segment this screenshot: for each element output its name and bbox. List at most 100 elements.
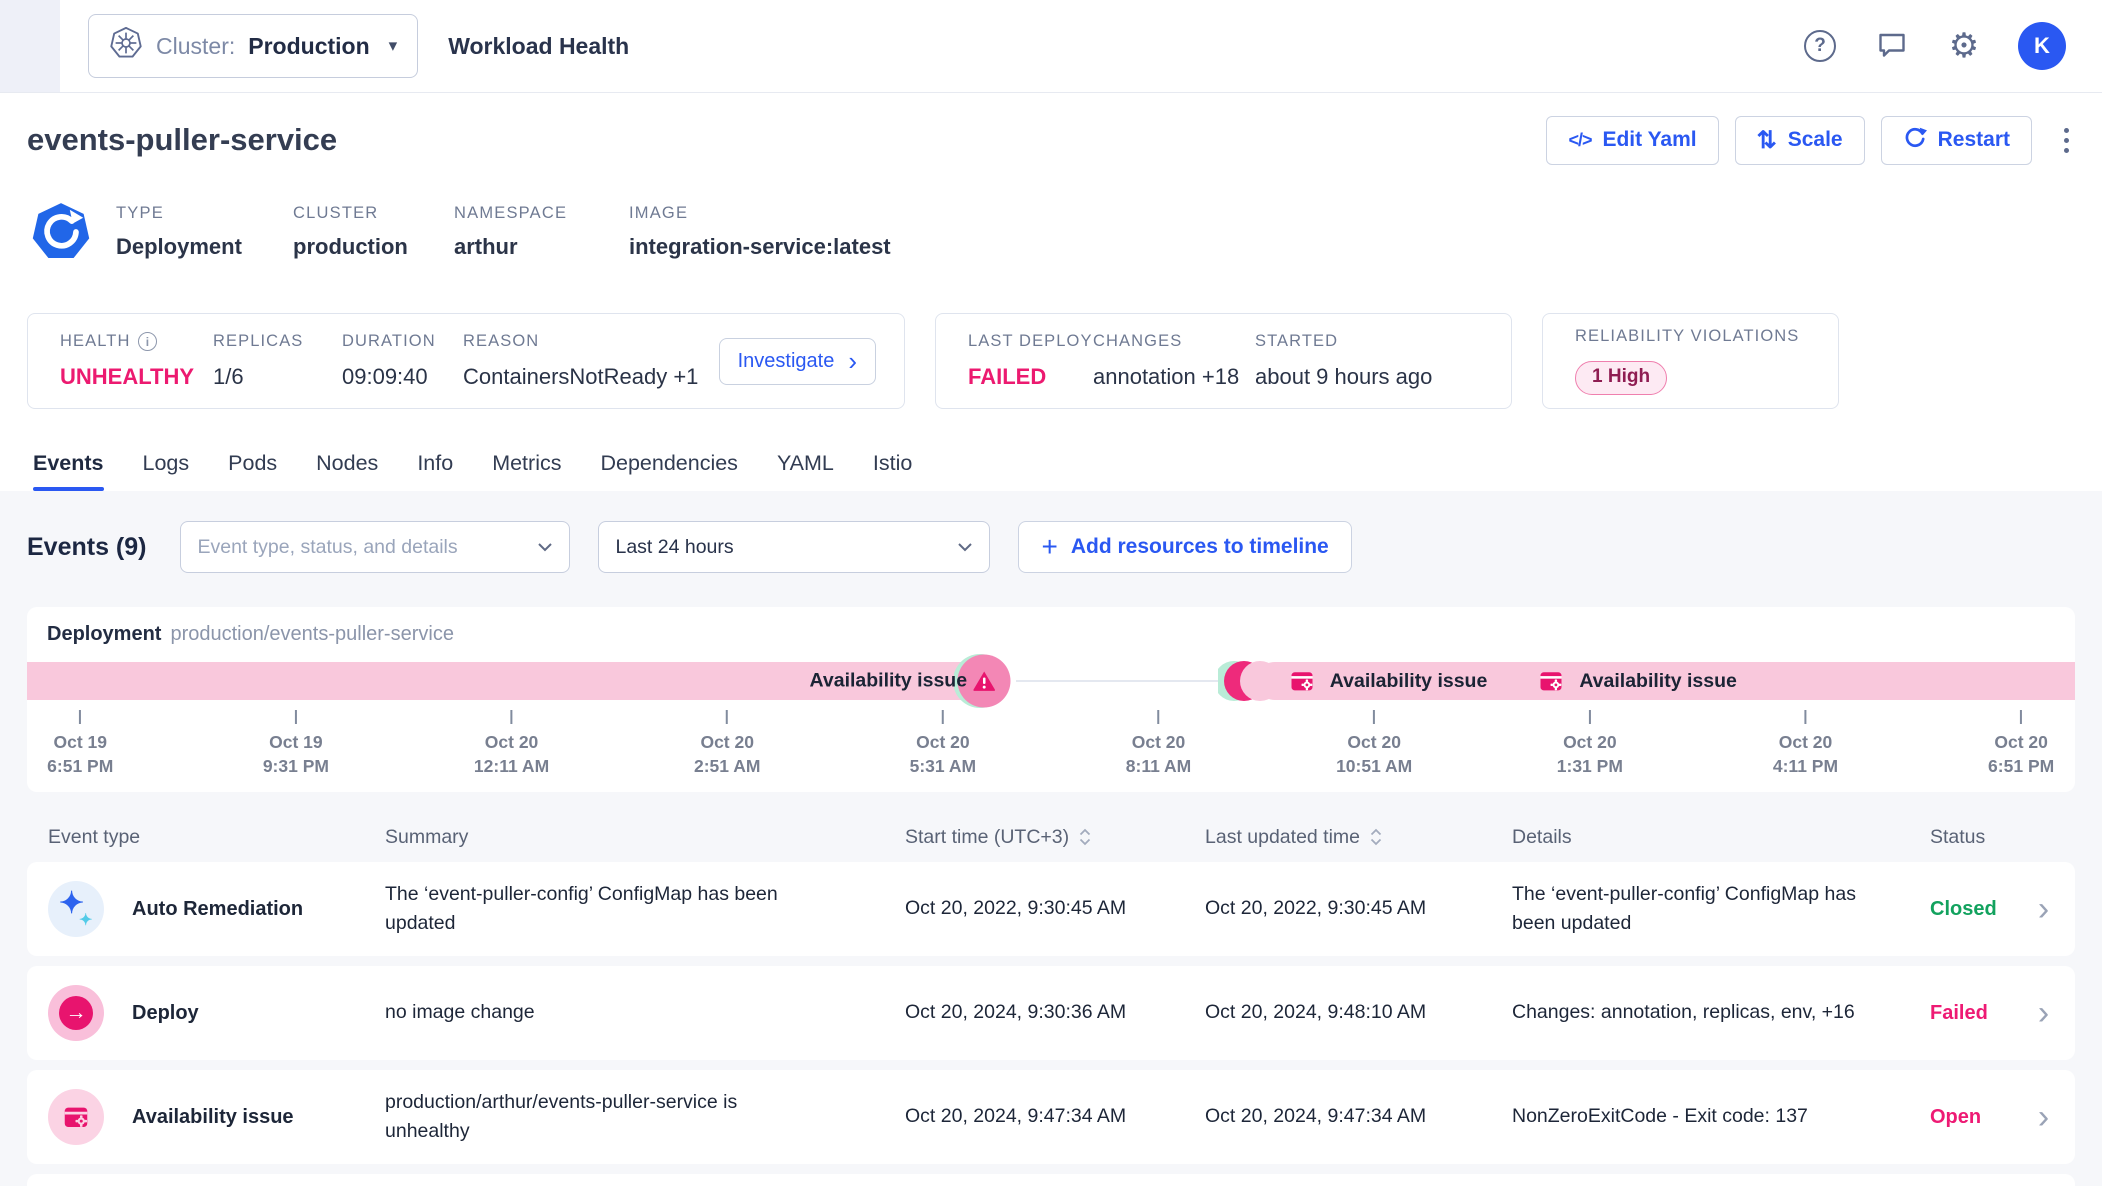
timeline-resource-type: Deployment [47,623,162,645]
type-label: TYPE [116,204,164,222]
workload-header: events-puller-service </> Edit Yaml ⇅ Sc… [27,111,2075,169]
timeline-axis: Oct 19 6:51 PM Oct 19 9:31 PM Oct 20 12:11 … [27,710,2075,782]
table-row-deploy[interactable]: → Deploy no image change Oct 20, 2024, 9… [27,966,2075,1060]
summary-cell: The ‘event-puller-config’ ConfigMap has … [385,882,778,934]
table-row-availability-issue[interactable]: Availability issue production/arthur/eve… [27,1070,2075,1164]
events-panel: Events (9) Event type, status, and detai… [0,491,2102,1190]
gear-icon[interactable]: ⚙ [1948,27,1980,65]
auto-remediation-icon: ✦ ✦ [48,881,104,937]
timeline-card: Deployment production/events-puller-serv… [27,607,2075,792]
chevron-down-icon: ▾ [388,36,398,55]
start-time-cell: Oct 20, 2024, 9:30:36 AM [905,1001,1127,1024]
event-cluster-marker[interactable] [1213,657,1280,705]
page-title: events-puller-service [27,122,338,157]
plus-icon: + [1041,531,1058,562]
more-actions-kebab-icon[interactable] [2058,122,2075,159]
summary-cell: no image change [385,1001,535,1024]
image-label: IMAGE [629,204,689,222]
tab-logs[interactable]: Logs [142,451,190,475]
table-row-partial[interactable] [27,1174,2075,1190]
last-deploy-status: FAILED [968,364,1047,389]
last-deploy-card: LAST DEPLOY FAILED CHANGES annotation +1… [935,313,1512,409]
time-range-select[interactable]: Last 24 hours [598,521,991,573]
header-last-updated[interactable]: Last updated time [1189,826,1496,849]
tab-pods[interactable]: Pods [228,451,278,475]
tab-metrics[interactable]: Metrics [492,451,562,475]
sort-icon [1370,828,1382,846]
last-updated-cell: Oct 20, 2024, 9:47:34 AM [1205,1105,1427,1128]
details-cell: NonZeroExitCode - Exit code: 137 [1512,1105,1808,1128]
event-filter-select[interactable]: Event type, status, and details [180,521,571,573]
start-time-cell: Oct 20, 2024, 9:47:34 AM [905,1105,1127,1128]
tab-istio[interactable]: Istio [872,451,913,475]
investigate-button[interactable]: Investigate › [718,337,876,385]
reliability-violation-badge[interactable]: 1 High [1575,361,1668,395]
cluster-selector[interactable]: Cluster: Production ▾ [88,14,419,78]
namespace-label: NAMESPACE [454,204,568,222]
changes-value: annotation +18 [1093,364,1240,389]
availability-issue-label: Availability issue [1579,669,1737,692]
timeline-connector-line [1016,680,1242,682]
header-event-type: Event type [48,825,141,848]
duration-value: 09:09:40 [342,364,428,389]
details-cell: Changes: annotation, replicas, env, +16 [1512,1001,1855,1024]
header-start-time[interactable]: Start time (UTC+3) [889,826,1189,849]
timeline-resource-path: production/events-puller-service [170,623,454,645]
resource-meta: TYPE Deployment CLUSTER production NAMES… [30,201,2102,263]
deployment-icon [30,201,92,263]
health-card: HEALTH i UNHEALTHY REPLICAS 1/6 DURATION … [27,313,905,409]
table-row-auto-remediation[interactable]: ✦ ✦ Auto Remediation The ‘event-puller-co… [27,862,2075,956]
replicas-value: 1/6 [213,364,244,389]
last-updated-cell: Oct 20, 2024, 9:48:10 AM [1205,1001,1427,1024]
availability-issue-label: Availability issue [1329,669,1488,692]
details-cell: The ‘event-puller-config’ ConfigMap has … [1512,882,1856,934]
chevron-right-icon[interactable]: › [2037,1097,2050,1136]
axis-tick: Oct 20 6:51 PM [1988,710,2054,778]
status-cards: HEALTH i UNHEALTHY REPLICAS 1/6 DURATION … [27,313,2075,409]
cluster-value: Production [248,32,370,59]
health-status: UNHEALTHY [60,364,195,389]
chevron-down-icon [538,543,553,552]
tab-nodes[interactable]: Nodes [316,451,379,475]
add-resources-button[interactable]: + Add resources to timeline [1018,521,1352,573]
availability-issue-span[interactable] [27,662,1008,700]
reliability-card: RELIABILITY VIOLATIONS 1 High [1542,313,1839,409]
scale-arrows-icon: ⇅ [1756,126,1777,154]
scale-button[interactable]: ⇅ Scale [1734,115,1865,165]
reason-value: ContainersNotReady +1 [463,364,699,389]
avatar[interactable]: K [2018,22,2066,70]
availability-issue-icon [1537,667,1565,695]
tab-yaml[interactable]: YAML [776,451,834,475]
axis-tick: Oct 20 1:31 PM [1557,710,1623,778]
timeline-track: Availability issue [27,654,2075,708]
page-section-title: Workload Health [448,32,630,59]
edit-yaml-button[interactable]: </> Edit Yaml [1546,115,1719,165]
axis-tick: Oct 19 9:31 PM [263,710,329,778]
header-details: Details [1512,825,1572,848]
axis-tick: Oct 20 10:51 AM [1336,710,1412,778]
start-time-cell: Oct 20, 2022, 9:30:45 AM [905,897,1127,920]
chevron-right-icon[interactable]: › [2037,889,2050,928]
image-value: integration-service:latest [629,234,891,259]
axis-tick: Oct 20 5:31 AM [910,710,976,778]
availability-issue-span[interactable]: Availability issue Availability issue [1255,662,2075,700]
restart-button[interactable]: Restart [1880,115,2032,165]
namespace-value: arthur [454,234,518,259]
help-icon[interactable]: ? [1802,28,1838,64]
status-badge: Closed [1930,897,1997,920]
tab-events[interactable]: Events [33,451,104,491]
started-value: about 9 hours ago [1255,364,1433,389]
availability-issue-icon [48,1089,104,1145]
info-icon[interactable]: i [138,332,158,351]
chevron-right-icon[interactable]: › [2037,993,2050,1032]
availability-warning-marker[interactable] [953,652,1012,710]
type-value: Deployment [116,234,242,259]
axis-tick: Oct 19 6:51 PM [47,710,113,778]
tab-info[interactable]: Info [417,451,454,475]
axis-tick: Oct 20 4:11 PM [1773,710,1838,778]
axis-tick: Oct 20 8:11 AM [1126,710,1191,778]
tab-dependencies[interactable]: Dependencies [600,451,738,475]
chat-icon[interactable] [1874,28,1910,64]
kubernetes-wheel-icon [109,26,143,66]
header-summary: Summary [385,825,469,848]
